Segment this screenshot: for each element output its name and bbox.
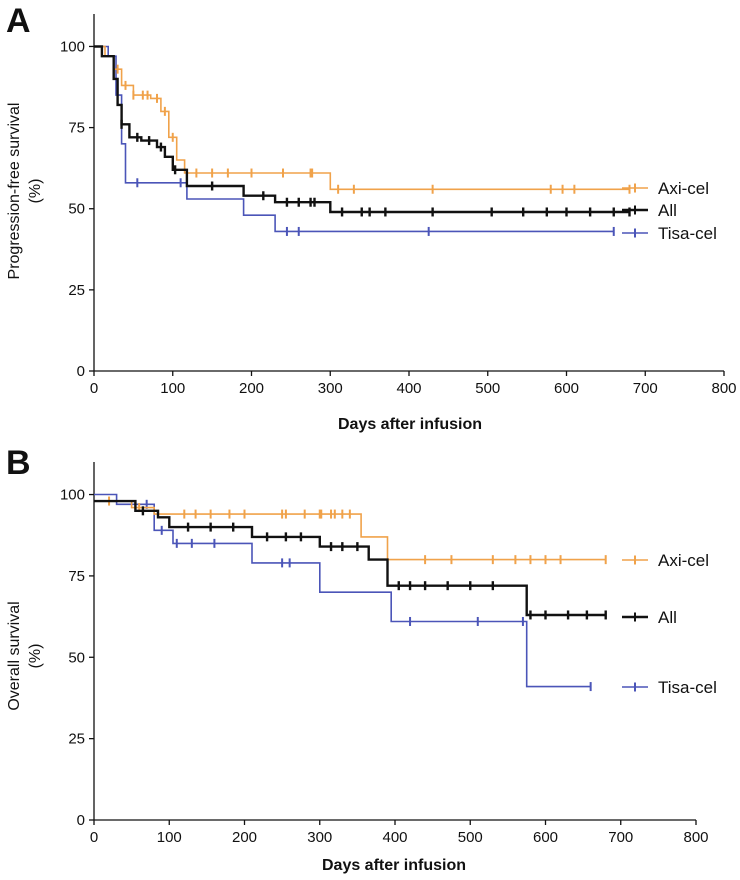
panel-a-ytick-label: 100 [60, 38, 85, 55]
panel-a-letter: A [6, 2, 31, 40]
panel-a-xtick-label: 700 [633, 380, 658, 397]
panel-a-xtick-label: 300 [318, 380, 343, 397]
panel-a-xlabel: Days after infusion [338, 416, 482, 433]
panel-b-ytick-label: 0 [77, 812, 85, 829]
panel-b-legend-axi-cel-label: Axi-cel [658, 551, 709, 570]
panel-b-xtick-label: 200 [232, 829, 257, 846]
panel-b-ylabel-line2: (%) [27, 644, 44, 669]
panel-b-ytick-label: 25 [68, 731, 85, 748]
panel-a-ytick-label: 75 [68, 120, 85, 137]
panel-a: A Days after infusion Progression-free s… [6, 2, 737, 433]
panel-a-xtick-label: 800 [711, 380, 736, 397]
panel-a-xtick-label: 100 [160, 380, 185, 397]
panel-b-legend-all-label: All [658, 608, 677, 627]
panel-a-series-all-line [94, 45, 630, 214]
panel-a-xtick-label: 400 [396, 380, 421, 397]
panel-a-xtick-label: 200 [239, 380, 264, 397]
panel-b-series-axi-cel-line [94, 500, 606, 561]
panel-a-ytick-label: 25 [68, 282, 85, 299]
panel-b-xlabel: Days after infusion [322, 857, 466, 874]
panel-a-xtick-label: 600 [554, 380, 579, 397]
panel-b-letter: B [6, 444, 31, 482]
panel-b-xtick-label: 100 [157, 829, 182, 846]
panel-b-xtick-label: 800 [683, 829, 708, 846]
panel-b-xtick-label: 500 [458, 829, 483, 846]
panel-b-legend-tisa-cel-label: Tisa-cel [658, 678, 717, 697]
panel-a-legend-all-label: All [658, 201, 677, 220]
panel-a-legend-tisa-cel-label: Tisa-cel [658, 224, 717, 243]
panel-b: B Days after infusion Overall survival (… [6, 444, 717, 874]
panel-b-xtick-label: 0 [90, 829, 98, 846]
panel-b-ytick-label: 100 [60, 487, 85, 504]
panel-b-xtick-label: 700 [608, 829, 633, 846]
panel-a-ytick-label: 0 [77, 363, 85, 380]
panel-b-ylabel-line1: Overall survival [6, 601, 23, 710]
panel-a-legend-axi-cel-label: Axi-cel [658, 179, 709, 198]
panel-a-ylabel-line1: Progression-free survival [6, 103, 23, 280]
panel-a-xtick-label: 0 [90, 380, 98, 397]
panel-a-ylabel-line2: (%) [27, 179, 44, 204]
panel-b-ytick-label: 75 [68, 568, 85, 585]
panel-a-xtick-label: 500 [475, 380, 500, 397]
panel-a-ytick-label: 50 [68, 201, 85, 218]
panel-b-ytick-label: 50 [68, 649, 85, 666]
panel-b-xtick-label: 600 [533, 829, 558, 846]
panel-b-xtick-label: 300 [307, 829, 332, 846]
panel-b-xtick-label: 400 [382, 829, 407, 846]
